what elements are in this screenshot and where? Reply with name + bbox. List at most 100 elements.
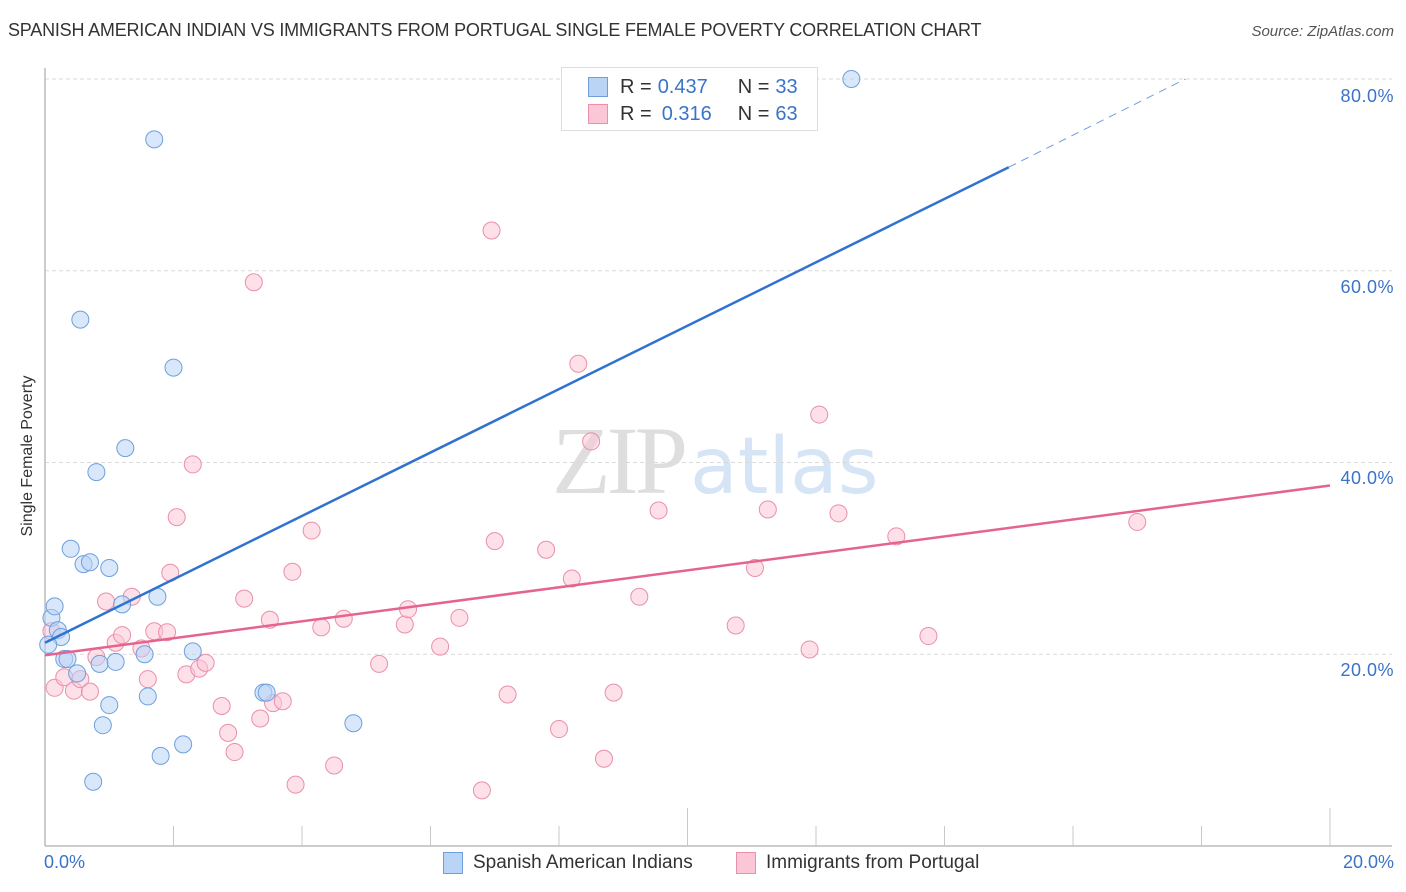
data-point: [485, 532, 504, 551]
y-axis-label: Single Female Poverty: [19, 375, 36, 537]
data-point: [116, 439, 135, 458]
data-point: [90, 654, 109, 673]
data-point: [151, 746, 170, 765]
data-point: [829, 504, 848, 523]
data-point: [84, 772, 103, 791]
data-point: [726, 616, 745, 635]
n-value: 33: [775, 75, 798, 98]
blue-swatch-icon: [443, 852, 463, 874]
y-tick-60: 60.0%: [1340, 277, 1394, 297]
y-tick-40: 40.0%: [1340, 468, 1394, 488]
y-tick-20: 20.0%: [1340, 660, 1394, 680]
data-point: [312, 618, 331, 637]
data-point: [604, 683, 623, 702]
data-point: [758, 500, 777, 519]
data-point: [273, 692, 292, 711]
spanish-american-indian-points: [39, 70, 861, 791]
data-point: [431, 637, 450, 656]
legend-row-immigrants-from-portugal: R = 0.316 N = 63: [588, 102, 798, 126]
axes: [44, 68, 1392, 847]
n-label: N =: [737, 75, 770, 98]
data-point: [61, 539, 80, 558]
data-point: [68, 664, 87, 683]
data-point: [325, 756, 344, 775]
data-point: [212, 697, 231, 716]
data-point: [887, 527, 906, 546]
data-point: [562, 569, 581, 588]
data-point: [244, 273, 263, 292]
data-point: [167, 508, 186, 527]
data-point: [450, 608, 469, 627]
pink-swatch-icon: [736, 852, 756, 874]
data-point: [251, 709, 270, 728]
blue-swatch-icon: [588, 77, 608, 97]
data-point: [842, 70, 861, 88]
data-point: [174, 735, 193, 754]
data-point: [106, 652, 125, 671]
data-point: [630, 587, 649, 606]
pink-swatch-icon: [588, 104, 608, 124]
data-point: [537, 540, 556, 559]
data-point: [395, 615, 414, 634]
data-point: [80, 553, 99, 572]
portugal-points: [42, 221, 1147, 800]
data-point: [93, 716, 112, 735]
data-point: [235, 589, 254, 608]
data-point: [100, 558, 119, 577]
n-value: 63: [775, 102, 798, 125]
data-point: [344, 714, 363, 733]
n-label: N =: [737, 102, 770, 125]
data-point: [138, 687, 157, 706]
chart-title: SPANISH AMERICAN INDIAN VS IMMIGRANTS FR…: [8, 20, 982, 40]
data-point: [582, 432, 601, 451]
data-point: [283, 562, 302, 581]
r-value: 0.437: [657, 75, 708, 98]
data-point: [569, 354, 588, 373]
data-point: [58, 650, 77, 669]
data-point: [498, 685, 517, 704]
data-point: [219, 723, 238, 742]
r-value: 0.316: [661, 102, 712, 125]
data-point: [71, 310, 90, 329]
data-point: [334, 609, 353, 628]
data-point: [113, 626, 132, 645]
legend-item-immigrants-from-portugal[interactable]: Immigrants from Portugal: [736, 852, 979, 874]
data-point: [135, 645, 154, 664]
data-point: [745, 558, 764, 577]
data-point: [225, 743, 244, 762]
data-point: [158, 623, 177, 642]
r-label: R =: [620, 75, 652, 98]
spanish-american-indian-trendline: [44, 166, 1010, 644]
data-point: [97, 592, 116, 611]
r-label: R =: [620, 102, 652, 125]
source-label: Source: ZipAtlas.com: [1251, 23, 1394, 40]
trendlines: [44, 78, 1331, 657]
data-point: [594, 749, 613, 768]
data-point: [800, 640, 819, 659]
data-point: [550, 720, 568, 739]
legend-item-spanish-american-indians[interactable]: Spanish American Indians: [443, 852, 693, 874]
data-point: [87, 463, 106, 482]
portugal-trendline: [44, 484, 1331, 657]
data-point: [302, 521, 321, 540]
gridlines: [45, 78, 1392, 655]
y-tick-80: 80.0%: [1340, 86, 1394, 106]
data-point: [145, 130, 164, 149]
data-point: [196, 653, 215, 672]
x-tick-20: 20.0%: [1342, 852, 1394, 872]
spanish-american-indian-trendline-extension: [1008, 78, 1186, 168]
data-point: [1128, 512, 1147, 531]
data-point: [80, 682, 99, 701]
x-tick-0: 0.0%: [44, 852, 86, 872]
data-point: [100, 696, 119, 715]
data-point: [45, 597, 64, 616]
data-point: [370, 654, 389, 673]
legend-label: Spanish American Indians: [473, 852, 693, 873]
data-point: [257, 683, 276, 702]
legend-label: Immigrants from Portugal: [766, 852, 980, 873]
data-point: [183, 642, 202, 661]
data-point: [810, 405, 829, 424]
data-point: [183, 455, 202, 474]
correlation-legend: R = 0.437 N = 33 R = 0.316 N = 63: [561, 67, 818, 131]
